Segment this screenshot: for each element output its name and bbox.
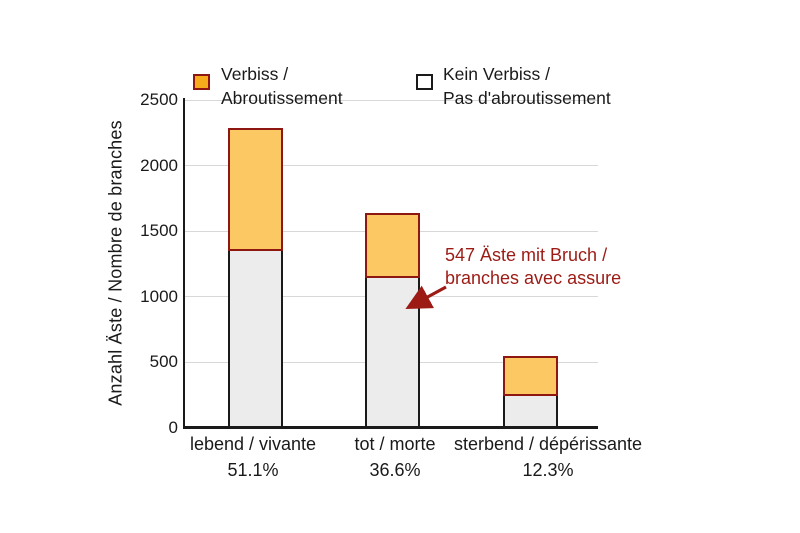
y-tick-label-1500: 1500 xyxy=(140,221,178,241)
annotation-arrow-icon xyxy=(405,285,447,310)
y-tick-label-0: 0 xyxy=(168,418,178,437)
category-name: tot / morte xyxy=(354,434,436,454)
legend-label-verbiss: Verbiss / Abroutissement xyxy=(221,64,343,108)
y-tick-label-2000: 2000 xyxy=(140,155,178,175)
bar-segment-verbiss-3 xyxy=(503,355,558,396)
y-axis-line xyxy=(183,98,185,429)
y-tick-label-2500: 2500 xyxy=(140,90,178,109)
bar-segment-verbiss-2 xyxy=(365,212,420,279)
category-percent: 51.1% xyxy=(227,460,279,480)
y-tick-label-500: 500 xyxy=(149,352,178,372)
y-tick-label-1000: 1000 xyxy=(140,286,178,306)
category-name: lebend / vivante xyxy=(189,434,317,454)
x-category-label-1: lebend / vivante 51.1% xyxy=(190,434,316,481)
x-category-label-3: sterbend / dépérissante 12.3% xyxy=(454,434,642,481)
legend-label-kein-verbiss: Kein Verbiss / Pas d'abroutissement xyxy=(443,64,611,108)
bar-segment-kein-verbiss-3 xyxy=(503,395,558,428)
legend-swatch-orange-icon xyxy=(193,74,210,90)
category-percent: 12.3% xyxy=(522,460,574,480)
category-percent: 36.6% xyxy=(369,460,421,480)
annotation-text: 547 Äste mit Bruch / branches avec assur… xyxy=(445,245,622,288)
bar-segment-verbiss-1 xyxy=(228,128,283,251)
x-category-label-2: tot / morte 36.6% xyxy=(354,434,435,481)
bar-segment-kein-verbiss-1 xyxy=(228,250,283,428)
gridline-2000 xyxy=(185,165,598,167)
gridline-2500 xyxy=(185,99,598,101)
category-name: sterbend / dépérissante xyxy=(453,434,643,454)
legend-swatch-white-icon xyxy=(416,74,433,90)
